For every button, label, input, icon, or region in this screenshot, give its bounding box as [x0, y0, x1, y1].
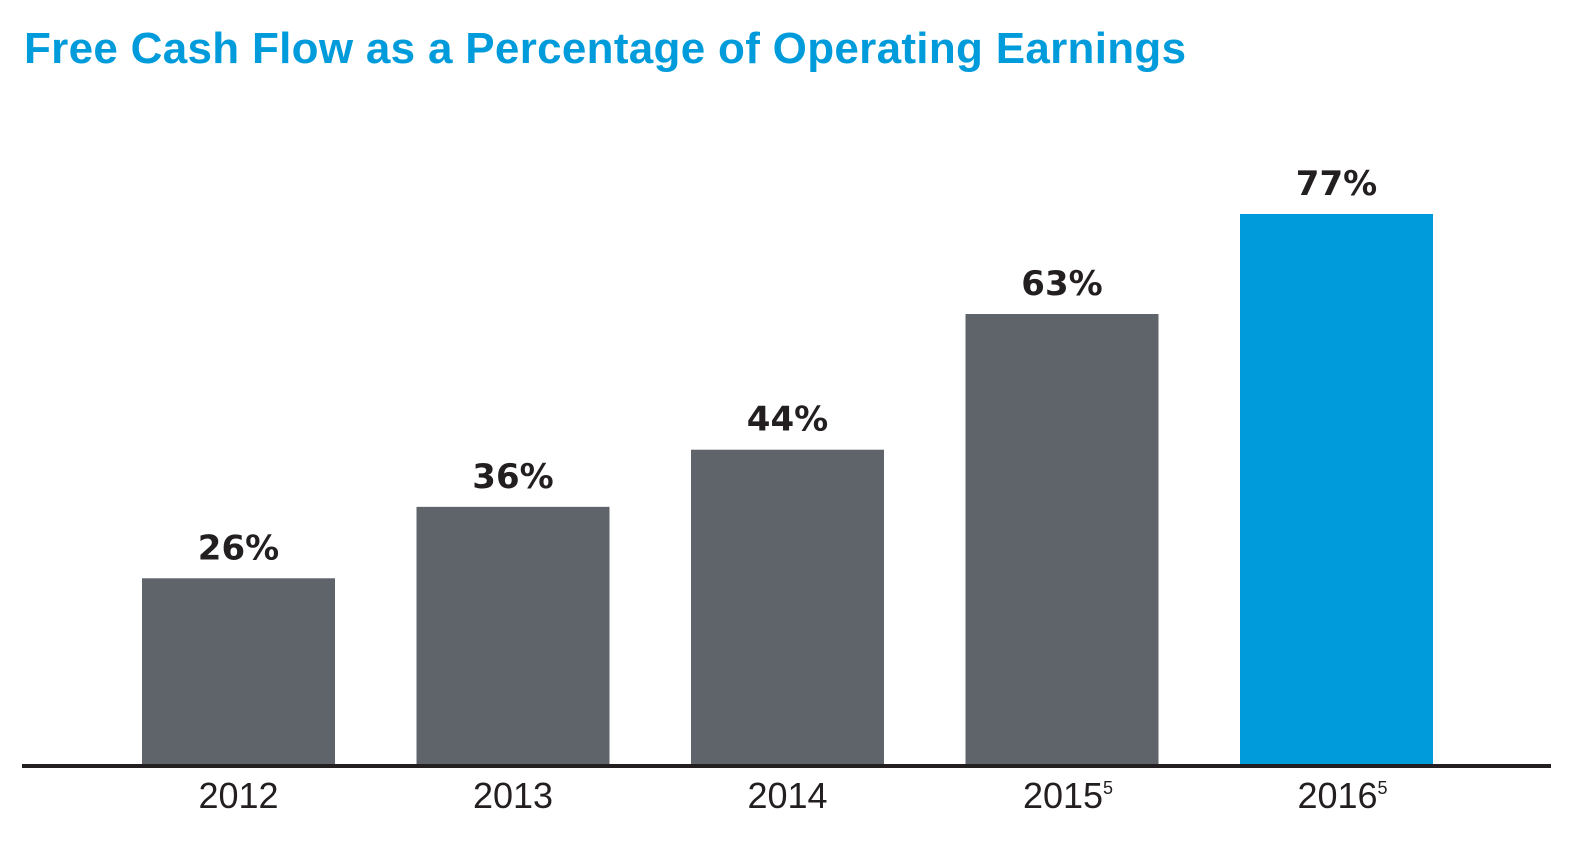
footnote-marker: 5	[1378, 778, 1388, 798]
bar-2013	[416, 506, 610, 764]
bar-2016	[1240, 214, 1433, 764]
data-label-2016: 77%	[1296, 164, 1377, 204]
footnote-marker: 5	[1103, 778, 1113, 798]
bar-2012	[142, 578, 335, 764]
data-label-2014: 44%	[747, 400, 828, 440]
x-tick-label-2016: 20165	[1297, 775, 1387, 816]
x-axis-line	[22, 764, 1551, 768]
x-tick-label-2013: 2013	[473, 775, 553, 816]
x-tick-label-2014: 2014	[747, 775, 827, 816]
x-tick-label-2015: 20155	[1023, 775, 1113, 816]
bar-2015	[965, 314, 1159, 764]
data-label-2015: 63%	[1021, 264, 1102, 304]
x-tick-label-2012: 2012	[198, 775, 278, 816]
bar-2014	[691, 449, 884, 764]
data-label-2012: 26%	[198, 528, 279, 568]
chart-title: Free Cash Flow as a Percentage of Operat…	[24, 24, 1187, 73]
data-label-2013: 36%	[472, 457, 553, 497]
